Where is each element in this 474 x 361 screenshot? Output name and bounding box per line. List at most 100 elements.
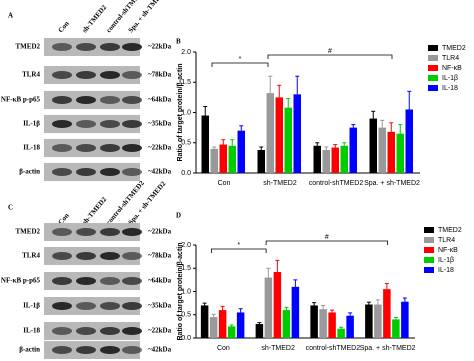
legend-swatch bbox=[424, 247, 434, 253]
legend-label: TLR4 bbox=[438, 237, 455, 244]
row-label: TMED2 bbox=[16, 43, 41, 51]
bar bbox=[273, 271, 282, 338]
row-label: IL-18 bbox=[23, 327, 40, 335]
blot-band bbox=[76, 252, 96, 260]
bar bbox=[401, 301, 409, 338]
legend-label: NF-κB bbox=[442, 65, 462, 72]
legend-label: NF-κB bbox=[438, 247, 458, 254]
blot-band bbox=[76, 120, 96, 128]
x-tick-label: Spa. + sh-TMED2 bbox=[364, 180, 420, 187]
legend-swatch bbox=[424, 227, 434, 233]
blot-band bbox=[100, 43, 120, 51]
row-label: NF-κB p-p65 bbox=[1, 96, 41, 104]
size-label: ~64kDa bbox=[148, 96, 172, 104]
row-label: NF-κB p-p65 bbox=[1, 277, 41, 285]
blot-band bbox=[122, 120, 142, 128]
size-label: ~42kDa bbox=[148, 168, 172, 176]
bar bbox=[369, 118, 377, 173]
size-label: ~35kDa bbox=[148, 120, 172, 128]
blot-band bbox=[76, 168, 96, 176]
blot-band bbox=[76, 277, 96, 285]
significance-bracket bbox=[265, 240, 389, 245]
blot-band bbox=[52, 252, 72, 260]
size-label: ~64kDa bbox=[148, 277, 172, 285]
blot-band bbox=[76, 144, 96, 152]
bar bbox=[275, 97, 283, 173]
x-tick-label: control-shTMED2 bbox=[306, 345, 361, 352]
legend-swatch bbox=[424, 267, 434, 273]
bar bbox=[319, 309, 327, 338]
y-tick-label: 2.0 bbox=[181, 49, 191, 56]
bar bbox=[396, 133, 404, 173]
blot-band bbox=[122, 228, 142, 236]
bar bbox=[237, 130, 245, 173]
bar bbox=[337, 328, 345, 338]
blot-band bbox=[52, 71, 72, 79]
panel-letter: C bbox=[8, 204, 13, 212]
bar bbox=[322, 150, 330, 173]
blot-band bbox=[52, 96, 72, 104]
legend-swatch bbox=[428, 45, 438, 51]
legend-swatch bbox=[428, 85, 438, 91]
legend-swatch bbox=[424, 257, 434, 263]
blot-band bbox=[122, 71, 142, 79]
bar bbox=[310, 305, 318, 338]
row-label: IL-18 bbox=[23, 144, 40, 152]
bar bbox=[210, 148, 218, 173]
significance-bracket bbox=[267, 54, 393, 59]
bar bbox=[291, 286, 300, 338]
bar bbox=[264, 277, 273, 338]
x-tick-label: sh-TMED2 bbox=[261, 345, 295, 352]
bar bbox=[200, 305, 209, 338]
bar bbox=[340, 145, 348, 173]
bar bbox=[227, 326, 236, 338]
blot-band bbox=[100, 302, 120, 310]
x-tick-label: sh-TMED2 bbox=[263, 180, 297, 187]
blot-band bbox=[52, 120, 72, 128]
blot-band bbox=[122, 144, 142, 152]
blot-band bbox=[76, 327, 96, 335]
x-tick-label: Spa. + sh-TMED2 bbox=[360, 345, 416, 352]
significance-mark: # bbox=[325, 234, 329, 241]
row-label: TMED2 bbox=[16, 228, 41, 236]
legend-label: IL-18 bbox=[438, 267, 454, 274]
row-label: β-actin bbox=[19, 168, 40, 176]
blot-band bbox=[122, 96, 142, 104]
blot-band bbox=[100, 327, 120, 335]
blot-band bbox=[100, 144, 120, 152]
y-tick-label: 1.5 bbox=[181, 265, 191, 272]
panel-letter: A bbox=[8, 12, 13, 20]
blot-band bbox=[100, 71, 120, 79]
lane-label: Con bbox=[57, 20, 71, 35]
significance-mark: # bbox=[328, 48, 332, 55]
bar bbox=[387, 131, 395, 173]
blot-band bbox=[122, 327, 142, 335]
blot-band bbox=[76, 96, 96, 104]
y-tick-label: 1.0 bbox=[181, 109, 191, 116]
blot-band bbox=[52, 302, 72, 310]
row-label: IL-1β bbox=[23, 302, 40, 310]
legend-swatch bbox=[428, 65, 438, 71]
bar bbox=[284, 107, 292, 173]
y-axis-label: Ratio of target protein/β-actin bbox=[177, 243, 184, 341]
bar bbox=[228, 145, 236, 173]
bar bbox=[255, 324, 264, 338]
legend-swatch bbox=[424, 237, 434, 243]
significance-mark: * bbox=[237, 242, 240, 249]
size-label: ~22kDa bbox=[148, 43, 172, 51]
blot-band bbox=[76, 71, 96, 79]
legend-swatch bbox=[428, 75, 438, 81]
bar bbox=[236, 312, 245, 338]
blot-band bbox=[122, 168, 142, 176]
blot-band bbox=[100, 120, 120, 128]
legend-label: IL-18 bbox=[442, 85, 458, 92]
legend-label: IL-1β bbox=[442, 75, 458, 82]
y-tick-label: 0.5 bbox=[181, 140, 191, 147]
x-tick-label: Con bbox=[217, 345, 230, 352]
y-tick-label: 0.0 bbox=[181, 335, 191, 342]
blot-band bbox=[52, 277, 72, 285]
